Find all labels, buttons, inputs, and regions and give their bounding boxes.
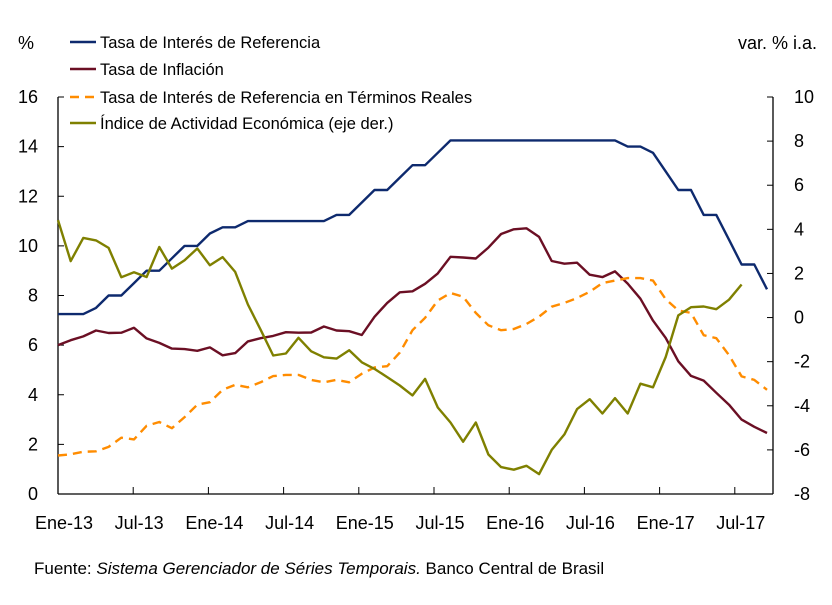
right-tick-label: 2 [794, 263, 804, 283]
series-line-3 [57, 276, 768, 457]
x-tick-label: Jul-17 [716, 513, 765, 533]
legend-label: Tasa de Inflación [100, 61, 224, 79]
x-tick-label: Jul-14 [265, 513, 314, 533]
footer-prefix: Fuente: [34, 559, 96, 578]
x-tick-label: Jul-15 [415, 513, 464, 533]
legend-label: Índice de Actividad Económica (eje der.) [100, 114, 394, 133]
series-line-1 [58, 139, 769, 316]
left-tick-label: 16 [18, 87, 38, 107]
x-tick-label: Ene-14 [185, 513, 243, 533]
right-tick-label: 10 [794, 87, 814, 107]
left-tick-label: 2 [28, 434, 38, 454]
series-line-2 [57, 227, 768, 435]
right-tick-label: -4 [794, 396, 810, 416]
footer-source-italic: Sistema Gerenciador de Séries Temporais. [96, 559, 420, 578]
x-tick-label: Jul-13 [115, 513, 164, 533]
left-tick-label: 8 [28, 286, 38, 306]
left-axis-label: % [18, 33, 34, 53]
right-tick-label: 6 [794, 175, 804, 195]
left-tick-label: 4 [28, 385, 38, 405]
left-tick-label: 0 [28, 484, 38, 504]
left-tick-label: 12 [18, 186, 38, 206]
x-tick-label: Ene-15 [336, 513, 394, 533]
legend-label: Tasa de Interés de Referencia en Término… [100, 89, 472, 107]
left-tick-label: 14 [18, 137, 38, 157]
legend-label: Tasa de Interés de Referencia [100, 34, 321, 52]
x-tick-label: Ene-13 [35, 513, 93, 533]
left-tick-label: 6 [28, 335, 38, 355]
right-axis-label: var. % i.a. [738, 33, 817, 53]
footer-source: Fuente: Sistema Gerenciador de Séries Te… [34, 559, 604, 578]
left-tick-label: 10 [18, 236, 38, 256]
right-tick-label: -6 [794, 440, 810, 460]
x-tick-label: Ene-17 [637, 513, 695, 533]
right-tick-label: 4 [794, 219, 804, 239]
x-tick-label: Ene-16 [486, 513, 544, 533]
axes: 0 2 4 6 8 10 12 14 16 -8 -6 -4 -2 0 2 4 6 8 10 Ene-13 Jul-13… [18, 87, 814, 533]
right-tick-label: -8 [794, 484, 810, 504]
footer-suffix: Banco Central de Brasil [421, 559, 604, 578]
series-line-4 [56, 219, 743, 476]
right-tick-label: -2 [794, 352, 810, 372]
x-tick-label: Jul-16 [566, 513, 615, 533]
right-tick-label: 8 [794, 131, 804, 151]
legend: Tasa de Interés de Referencia Tasa de Inf… [70, 34, 472, 133]
series-lines [56, 139, 769, 476]
right-tick-label: 0 [794, 308, 804, 328]
